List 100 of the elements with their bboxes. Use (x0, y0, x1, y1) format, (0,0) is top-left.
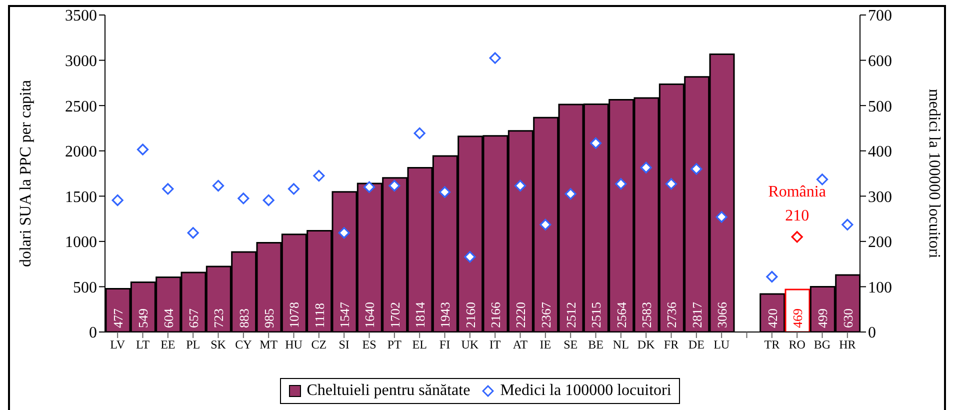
point (313, 170, 325, 182)
y2-tick-label: 500 (868, 98, 892, 116)
point (338, 227, 350, 239)
y-tick-label: 500 (73, 279, 97, 296)
y2-tick-label: 100 (868, 279, 892, 296)
point (262, 194, 274, 206)
data-label: 2512 (564, 302, 578, 328)
data-label: 549 (136, 308, 151, 328)
data-label: 2583 (639, 302, 654, 328)
x-tick-label: BE (588, 338, 604, 352)
data-label: 210 (785, 207, 810, 224)
x-tick-label: CY (235, 338, 252, 352)
data-label: 1547 (337, 302, 352, 328)
point (766, 270, 778, 283)
y2-tick-label: 400 (868, 144, 892, 161)
y-tick-label: 3500 (65, 8, 97, 25)
data-label: 2220 (513, 302, 528, 328)
data-label: 604 (160, 308, 176, 328)
data-label: 3066 (714, 302, 730, 328)
data-label: 499 (815, 308, 830, 328)
x-tick-label: LT (136, 338, 150, 352)
data-label: 420 (764, 308, 780, 328)
x-tick-label: NL (612, 338, 629, 352)
data-label: 985 (262, 308, 276, 328)
point (136, 144, 149, 156)
x-tick-label: RO (788, 338, 806, 352)
y2-tick-label: 300 (868, 188, 892, 206)
x-tick-label: PT (387, 338, 402, 352)
point (690, 163, 702, 175)
y2-tick-label: 0 (868, 324, 876, 342)
data-label: 1943 (438, 302, 453, 328)
point (540, 218, 552, 230)
point (414, 127, 426, 139)
annotation: România (768, 183, 826, 200)
x-tick-label: TR (764, 338, 780, 352)
data-label: 1118 (312, 302, 327, 328)
point (615, 178, 627, 190)
x-tick-label: EL (412, 338, 427, 352)
point (564, 188, 576, 200)
x-tick-label: MT (260, 338, 278, 352)
point (514, 180, 526, 192)
y-tick-label: 2000 (65, 144, 97, 161)
point (288, 183, 300, 195)
x-tick-label: EE (160, 338, 176, 352)
point (388, 180, 400, 192)
data-label: 477 (110, 308, 126, 328)
x-tick-label: BG (814, 338, 831, 352)
data-label: 630 (840, 308, 856, 328)
data-label: 657 (186, 308, 201, 328)
x-tick-label: CZ (311, 338, 327, 352)
data-label: 2166 (488, 302, 503, 328)
x-tick-label: ES (362, 338, 376, 352)
data-label: 883 (236, 308, 252, 328)
x-tick-label: DK (637, 338, 656, 352)
data-label: 723 (211, 308, 226, 328)
x-tick-label: SI (338, 338, 350, 352)
point (363, 181, 376, 193)
point (212, 180, 224, 192)
data-label: 1640 (362, 302, 378, 328)
point (842, 218, 854, 230)
y-tick-label: 0 (89, 324, 97, 342)
x-tick-label: PL (186, 338, 200, 352)
point (489, 52, 501, 64)
data-label: 1078 (286, 302, 302, 328)
legend-label: Cheltuieli pentru sănătate (306, 382, 470, 400)
y-axis-title: dolari SUA la PPC per capita (18, 80, 35, 268)
point (112, 194, 124, 206)
x-tick-label: FI (439, 338, 450, 352)
y2-tick-label: 700 (868, 8, 892, 25)
data-label: 2515 (588, 302, 604, 328)
point (816, 174, 828, 186)
point (640, 162, 652, 174)
point (238, 192, 250, 204)
data-label: 1814 (412, 302, 428, 328)
data-label: 2160 (462, 302, 478, 328)
y-tick-label: 2500 (65, 98, 97, 116)
y2-tick-label: 600 (868, 52, 892, 70)
x-tick-label: UK (461, 338, 479, 352)
y-tick-label: 1500 (65, 188, 97, 206)
data-label: 469 (790, 308, 805, 328)
x-tick-label: DE (688, 338, 704, 352)
x-tick-label: LV (110, 338, 126, 352)
point (187, 227, 199, 239)
x-tick-label: SE (564, 338, 578, 352)
point (590, 137, 602, 149)
x-tick-label: AT (512, 338, 528, 352)
legend-label: Medici la 100000 locuitori (500, 382, 672, 400)
data-label: 2367 (538, 302, 554, 328)
data-label: 2817 (689, 302, 704, 328)
x-tick-label: FR (664, 338, 679, 352)
x-tick-label: SK (210, 338, 226, 352)
data-label: 2736 (664, 302, 680, 328)
point (162, 183, 174, 195)
y-tick-label: 1000 (65, 234, 97, 252)
x-tick-label: HU (285, 338, 303, 352)
data-label: 1702 (387, 302, 402, 328)
x-tick-label: IE (540, 338, 552, 352)
x-tick-label: LU (714, 338, 730, 352)
y-tick-label: 3000 (65, 52, 97, 70)
x-tick-label: IT (489, 338, 502, 352)
